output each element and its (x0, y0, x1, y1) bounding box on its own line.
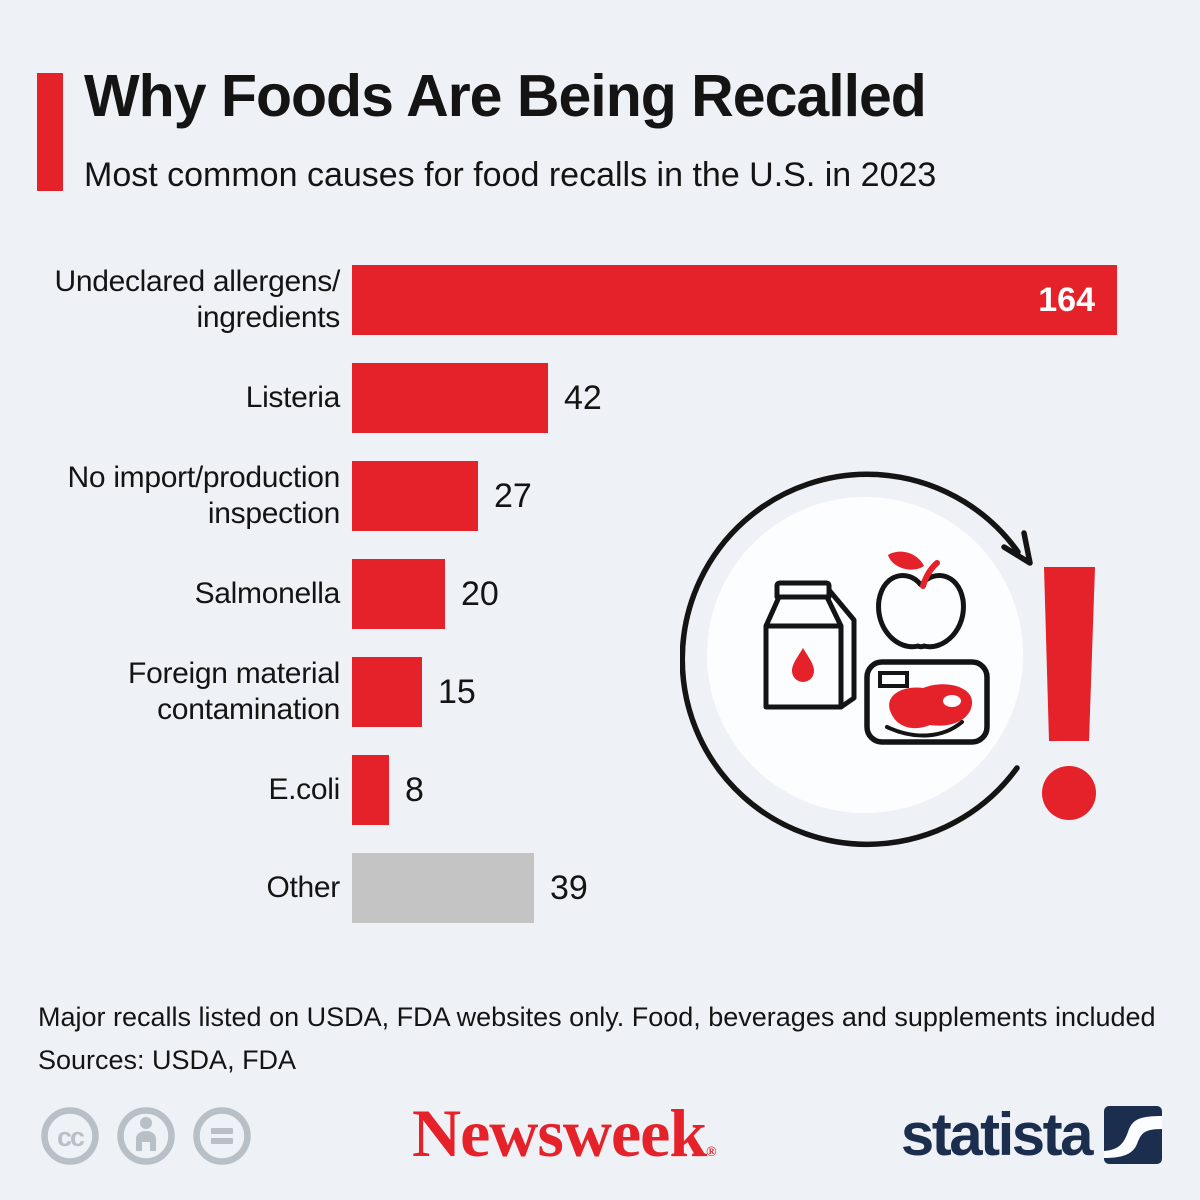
page-subtitle: Most common causes for food recalls in t… (84, 156, 937, 194)
bar (352, 755, 389, 825)
value-label: 20 (461, 574, 499, 613)
footnote: Major recalls listed on USDA, FDA websit… (38, 1002, 1156, 1032)
value-label: 164 (1038, 280, 1095, 319)
bar (352, 853, 534, 923)
value-label: 27 (494, 476, 532, 515)
chart-row: No import/production inspection 27 (26, 447, 1166, 545)
bar-track: 20 (352, 559, 1166, 629)
value-label: 8 (405, 770, 424, 809)
registered-mark: ® (706, 1145, 717, 1160)
bar (352, 363, 548, 433)
recall-cycle-arrow-icon (680, 471, 1033, 847)
milk-carton-icon (763, 580, 857, 710)
packaged-meat-icon (864, 659, 990, 745)
category-label: Undeclared allergens/ingredients (54, 265, 340, 334)
value-label: 39 (550, 868, 588, 907)
value-label: 15 (438, 672, 476, 711)
apple-leaf-icon (888, 551, 924, 570)
cc-icon[interactable]: cc (40, 1106, 100, 1166)
category-label: E.coli (268, 773, 340, 806)
sources-line: Sources: USDA, FDA (38, 1045, 297, 1075)
bar-track: 8 (352, 755, 1166, 825)
value-label: 42 (564, 378, 602, 417)
category-label: Salmonella (194, 577, 341, 610)
category-label: Listeria (245, 381, 341, 414)
category-label: No import/production inspection (67, 461, 341, 530)
bar-track: 39 (352, 853, 1166, 923)
illustration-disc (707, 497, 1023, 813)
newsweek-logo[interactable]: Newsweek® (412, 1095, 717, 1171)
bar (352, 265, 1117, 335)
bar-track: 15 (352, 657, 1166, 727)
bar-chart: Undeclared allergens/ingredients 164 Liste… (26, 251, 1166, 937)
statista-logo[interactable]: statista (901, 1100, 1162, 1169)
page-title: Why Foods Are Being Recalled (84, 63, 927, 129)
food-recall-illustration (680, 471, 1096, 847)
apple-icon (876, 551, 966, 650)
category-label: Other (266, 871, 340, 904)
bar-track: 42 (352, 363, 1166, 433)
chart-row: Undeclared allergens/ingredients 164 (26, 251, 1166, 349)
category-label: Foreign material contamination (128, 657, 340, 726)
bar-track: 164 (352, 265, 1166, 335)
bar (352, 559, 445, 629)
no-derivatives-icon[interactable] (192, 1106, 252, 1166)
chart-row: Other 39 (26, 839, 1166, 937)
statista-logo-icon (1104, 1105, 1162, 1164)
apple-stem-icon (920, 560, 940, 589)
bar (352, 657, 422, 727)
chart-row: Listeria 42 (26, 349, 1166, 447)
attribution-icon[interactable] (116, 1106, 176, 1166)
exclamation-mark-icon (1042, 567, 1096, 820)
cc-license-icons: cc (40, 1106, 252, 1166)
chart-row: Foreign material contamination 15 (26, 643, 1166, 741)
chart-row: Salmonella 20 (26, 545, 1166, 643)
chart-row: E.coli 8 (26, 741, 1166, 839)
svg-text:cc: cc (57, 1122, 85, 1152)
milk-drop-icon (792, 648, 814, 682)
title-accent-bar (37, 73, 63, 191)
statista-wordmark: statista (900, 1101, 1094, 1168)
bar-track: 27 (352, 461, 1166, 531)
bar (352, 461, 478, 531)
